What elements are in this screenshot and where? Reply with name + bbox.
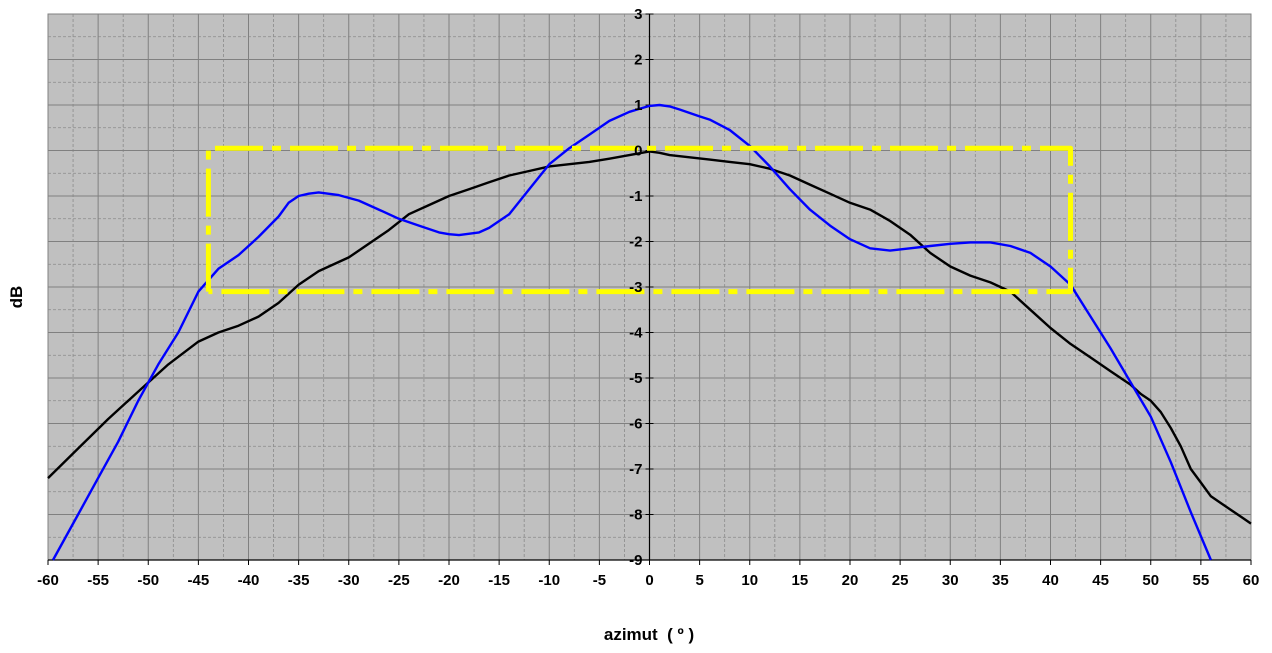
x-tick-label: 60 [1243,572,1260,589]
x-tick-label: -40 [238,572,260,589]
series-line-2 [51,103,1213,561]
x-tick-label: -5 [593,572,606,589]
x-tick-label: 40 [1042,572,1059,589]
major-grid [48,14,1251,560]
x-tick-label: -60 [37,572,59,589]
x-tick-label: 55 [1193,572,1210,589]
x-tick-label: 30 [942,572,959,589]
y-tick-label: -9 [629,552,642,569]
x-tick-label: 5 [695,572,703,589]
y-tick-label: -7 [629,461,642,478]
x-tick-label: -25 [388,572,410,589]
x-tick-label: -10 [538,572,560,589]
y-tick-label: -8 [629,507,642,524]
y-tick-labels: -9 -8 -7 -6 -5 -4 -3 -2 -1 0 1 2 3 [629,6,643,569]
x-axis-title: azimut ( º ) [604,625,694,644]
y-tick-label: 2 [634,52,642,69]
x-tick-label: 45 [1092,572,1109,589]
y-axis-title: dB [7,286,26,309]
x-tick-label: -35 [288,572,310,589]
x-tick-label: -55 [87,572,109,589]
y-tick-label: 3 [634,6,642,23]
series-line-1 [47,150,1252,525]
y-tick-label: -6 [629,416,642,433]
series-layer [47,103,1252,561]
y-tick-label: -3 [629,279,642,296]
series-line-3 [205,145,1073,295]
x-tick-label: 20 [842,572,859,589]
x-tick-label: 0 [645,572,653,589]
x-tick-label: -50 [137,572,159,589]
x-tick-label: 50 [1142,572,1159,589]
x-tick-label: 35 [992,572,1009,589]
y-tick-label: 0 [634,143,642,160]
y-tick-label: -5 [629,370,642,387]
x-tick-label: 25 [892,572,909,589]
x-tick-label: 10 [741,572,758,589]
x-tick-label: -30 [338,572,360,589]
x-tick-labels: -60 -55 -50 -45 -40 -35 -30 -25 -20 -15 -10 -5 0 5 10 1… [37,572,1259,589]
y-tick-label: -1 [629,188,642,205]
x-tick-label: -20 [438,572,460,589]
x-tick-label: 15 [792,572,809,589]
y-tick-label: 1 [634,97,642,114]
x-tick-label: -15 [488,572,510,589]
y-tick-label: -4 [629,325,643,342]
y-tick-label: -2 [629,234,642,251]
x-tick-label: -45 [188,572,210,589]
